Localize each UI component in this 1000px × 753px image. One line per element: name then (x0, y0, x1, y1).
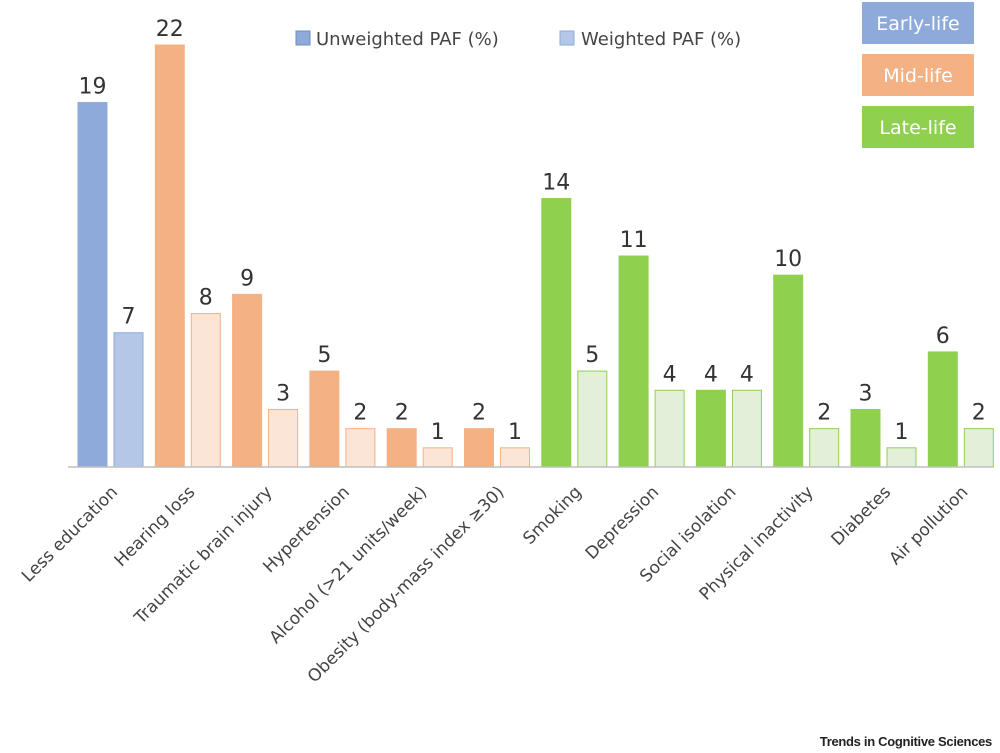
bar-weighted-physical-inactivity (809, 428, 840, 468)
bar-unweighted-hearing-loss (154, 44, 185, 468)
data-label-weighted-traumatic-brain-injury: 3 (276, 381, 290, 406)
data-label-unweighted-traumatic-brain-injury: 9 (240, 266, 254, 291)
bar-weighted-diabetes (886, 447, 917, 468)
legend-label-unweighted: Unweighted PAF (%) (316, 29, 499, 50)
data-label-unweighted-alcohol-21-units-week: 2 (395, 401, 409, 426)
bar-unweighted-air-pollution (927, 351, 958, 468)
bar-unweighted-hypertension (309, 370, 340, 468)
data-label-weighted-obesity-body-mass-index-30: 1 (508, 420, 522, 445)
legend-swatch-weighted (559, 30, 575, 46)
bar-weighted-alcohol-21-units-week (422, 447, 453, 468)
data-label-unweighted-physical-inactivity: 10 (774, 247, 802, 272)
bar-unweighted-physical-inactivity (773, 274, 804, 468)
bar-unweighted-less-education (77, 102, 108, 468)
bar-weighted-social-isolation (731, 389, 762, 468)
data-label-unweighted-less-education: 19 (79, 75, 107, 100)
stage-label-mid: Mid-life (883, 65, 953, 87)
bar-unweighted-smoking (541, 197, 572, 468)
data-label-unweighted-social-isolation: 4 (704, 362, 718, 387)
bar-weighted-obesity-body-mass-index-30 (500, 447, 530, 468)
bar-weighted-hearing-loss (190, 313, 221, 468)
data-label-weighted-diabetes: 1 (895, 420, 909, 445)
data-label-unweighted-smoking: 14 (542, 170, 570, 195)
data-label-weighted-alcohol-21-units-week: 1 (431, 420, 445, 445)
data-label-weighted-physical-inactivity: 2 (817, 401, 831, 426)
bar-unweighted-diabetes (850, 408, 881, 468)
bar-unweighted-depression (618, 255, 649, 468)
bar-weighted-less-education (113, 332, 144, 468)
data-label-unweighted-hearing-loss: 22 (156, 17, 184, 42)
bar-weighted-traumatic-brain-injury (268, 408, 299, 468)
category-label-depression: Depression (582, 482, 663, 563)
bar-unweighted-alcohol-21-units-week (386, 428, 417, 468)
data-label-weighted-hearing-loss: 8 (199, 286, 213, 311)
data-label-weighted-social-isolation: 4 (740, 362, 754, 387)
stage-box-early (862, 2, 974, 44)
bar-unweighted-social-isolation (695, 389, 726, 468)
data-label-weighted-depression: 4 (663, 362, 677, 387)
legend-label-weighted: Weighted PAF (%) (581, 29, 741, 50)
series-legend: Unweighted PAF (%) Weighted PAF (%) (295, 29, 741, 50)
bars-layer (77, 44, 994, 468)
bar-weighted-air-pollution (963, 428, 994, 468)
bar-unweighted-traumatic-brain-injury (232, 293, 263, 468)
category-label-traumatic-brain-injury: Traumatic brain injury (130, 482, 277, 629)
stage-label-late: Late-life (879, 117, 956, 139)
data-label-unweighted-diabetes: 3 (859, 381, 873, 406)
bar-weighted-smoking (577, 370, 608, 468)
bar-weighted-hypertension (345, 428, 376, 468)
data-label-weighted-air-pollution: 2 (972, 401, 986, 426)
stage-box-late (862, 106, 974, 148)
data-label-weighted-less-education: 7 (122, 305, 136, 330)
data-label-weighted-hypertension: 2 (353, 401, 367, 426)
data-label-unweighted-obesity-body-mass-index-30: 2 (472, 401, 486, 426)
data-label-unweighted-depression: 11 (620, 228, 648, 253)
category-label-alcohol-21-units-week: Alcohol (>21 units/week) (266, 482, 432, 648)
bar-unweighted-obesity-body-mass-index-30 (464, 428, 494, 468)
data-label-weighted-smoking: 5 (585, 343, 599, 368)
category-label-less-education: Less education (18, 482, 122, 586)
stage-box-mid (862, 54, 974, 96)
journal-credit: Trends in Cognitive Sciences (819, 734, 993, 749)
data-label-unweighted-air-pollution: 6 (936, 324, 950, 349)
category-label-smoking: Smoking (519, 482, 585, 548)
bar-weighted-depression (654, 389, 685, 468)
stage-label-early: Early-life (876, 13, 959, 35)
legend-swatch-unweighted (295, 30, 311, 46)
life-stage-legend: Early-life Mid-life Late-life (862, 2, 974, 148)
category-label-diabetes: Diabetes (828, 482, 896, 550)
data-label-unweighted-hypertension: 5 (317, 343, 331, 368)
category-label-air-pollution: Air pollution (886, 482, 973, 569)
